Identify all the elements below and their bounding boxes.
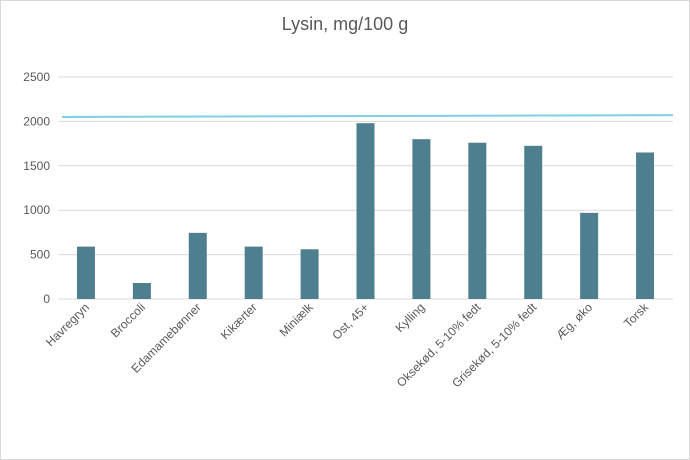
bar — [300, 249, 319, 299]
y-tick-label: 500 — [30, 248, 50, 262]
y-tick-label: 2000 — [23, 114, 50, 128]
y-tick-label: 1000 — [23, 203, 50, 217]
bar — [356, 123, 375, 300]
reference-line — [61, 114, 674, 118]
y-tick-label: 2500 — [23, 70, 50, 84]
x-tick-label: Kylling — [393, 300, 428, 335]
x-tick-label: Miniælk — [277, 300, 317, 340]
chart-title: Lysin, mg/100 g — [281, 14, 409, 34]
bar — [76, 246, 95, 299]
y-tick-label: 0 — [43, 292, 50, 306]
reference-line-group — [61, 114, 674, 118]
y-axis-ticks: 0 500 1000 1500 2000 2500 — [23, 70, 50, 306]
x-tick-label: Broccoli — [108, 300, 148, 340]
y-tick-label: 1500 — [23, 159, 50, 173]
bar — [244, 246, 263, 299]
x-tick-label: Torsk — [621, 300, 652, 331]
bar — [636, 152, 655, 299]
x-tick-label: Kikærter — [218, 300, 260, 342]
bar — [412, 139, 431, 299]
bars — [76, 123, 655, 300]
x-tick-label: Ost, 45+ — [329, 300, 371, 342]
bar — [468, 142, 487, 299]
bar — [524, 145, 543, 299]
bar — [580, 212, 599, 299]
x-tick-label: Havregryn — [43, 300, 92, 349]
bar — [132, 283, 151, 299]
x-tick-label: Æg, øko — [553, 300, 595, 342]
bar — [188, 232, 207, 299]
